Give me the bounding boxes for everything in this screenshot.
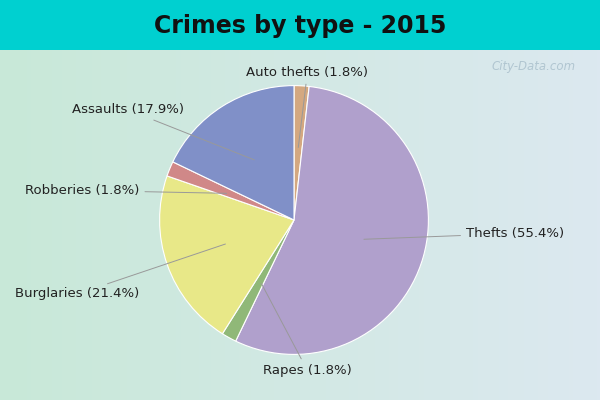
Wedge shape: [236, 86, 428, 354]
Text: City-Data.com: City-Data.com: [492, 60, 576, 73]
Text: Rapes (1.8%): Rapes (1.8%): [262, 284, 352, 377]
Text: Assaults (17.9%): Assaults (17.9%): [72, 103, 254, 160]
Wedge shape: [160, 176, 294, 334]
Wedge shape: [294, 86, 309, 220]
Text: Thefts (55.4%): Thefts (55.4%): [364, 227, 564, 240]
Text: Burglaries (21.4%): Burglaries (21.4%): [15, 244, 226, 300]
Text: Crimes by type - 2015: Crimes by type - 2015: [154, 14, 446, 38]
Wedge shape: [173, 86, 294, 220]
Wedge shape: [167, 162, 294, 220]
Text: Auto thefts (1.8%): Auto thefts (1.8%): [247, 66, 368, 148]
Wedge shape: [223, 220, 294, 341]
Text: Robberies (1.8%): Robberies (1.8%): [25, 184, 227, 197]
